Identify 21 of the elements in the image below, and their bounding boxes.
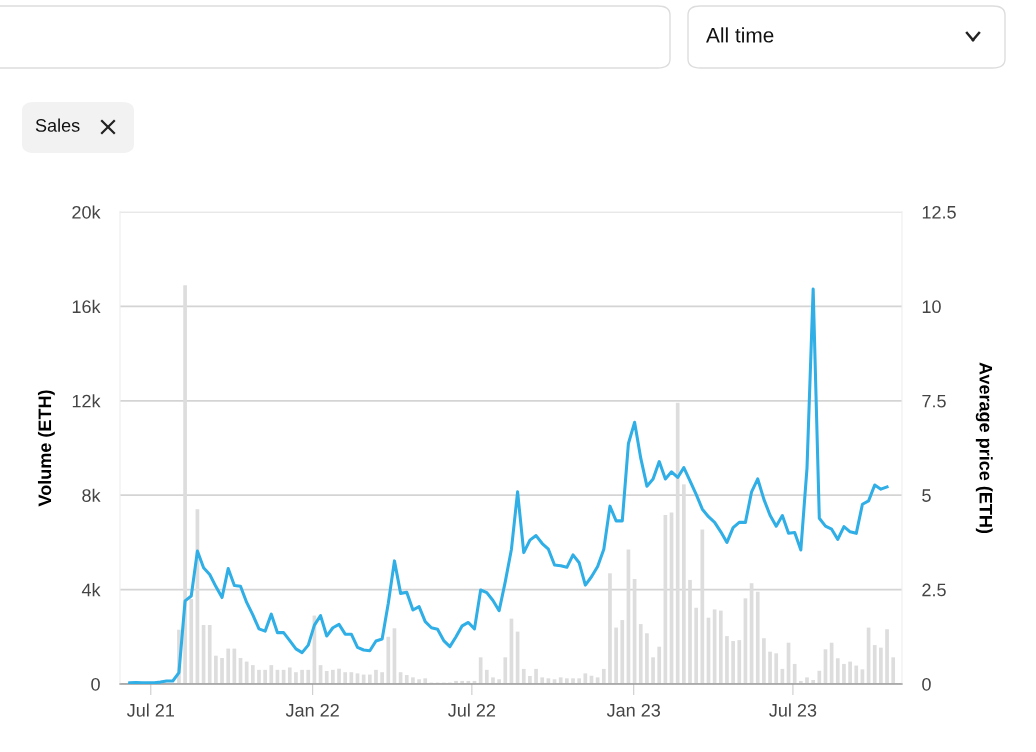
y-tick-label: 20k [72, 205, 101, 219]
y2-axis-title: Average price (ETH) [975, 362, 993, 534]
x-tick-label: Jan 22 [285, 703, 339, 717]
y2-tick-label: 12.5 [922, 205, 956, 219]
y2-tick-label: 5 [922, 489, 931, 502]
y-tick-label: 4k [81, 583, 101, 597]
x-tick-label: Jul 21 [126, 703, 174, 717]
y2-tick-label: 2.5 [922, 583, 946, 597]
y-tick-label: 16k [72, 299, 101, 314]
text: Sales [35, 118, 80, 132]
text: All time [706, 27, 774, 43]
y-tick-label: 12k [72, 394, 101, 408]
x-tick-label: Jan 23 [606, 703, 661, 717]
y2-tick-label: 10 [922, 300, 941, 314]
y-tick-label: 8k [82, 488, 101, 502]
y-tick-label: 0 [91, 677, 100, 691]
y-axis-title: Volume (ETH) [37, 390, 55, 507]
y2-tick-label: 7.5 [922, 394, 946, 408]
x-tick-label: Jul 22 [448, 703, 496, 717]
y2-tick-label: 0 [922, 677, 931, 691]
x-tick-label: Jul 23 [769, 703, 817, 717]
